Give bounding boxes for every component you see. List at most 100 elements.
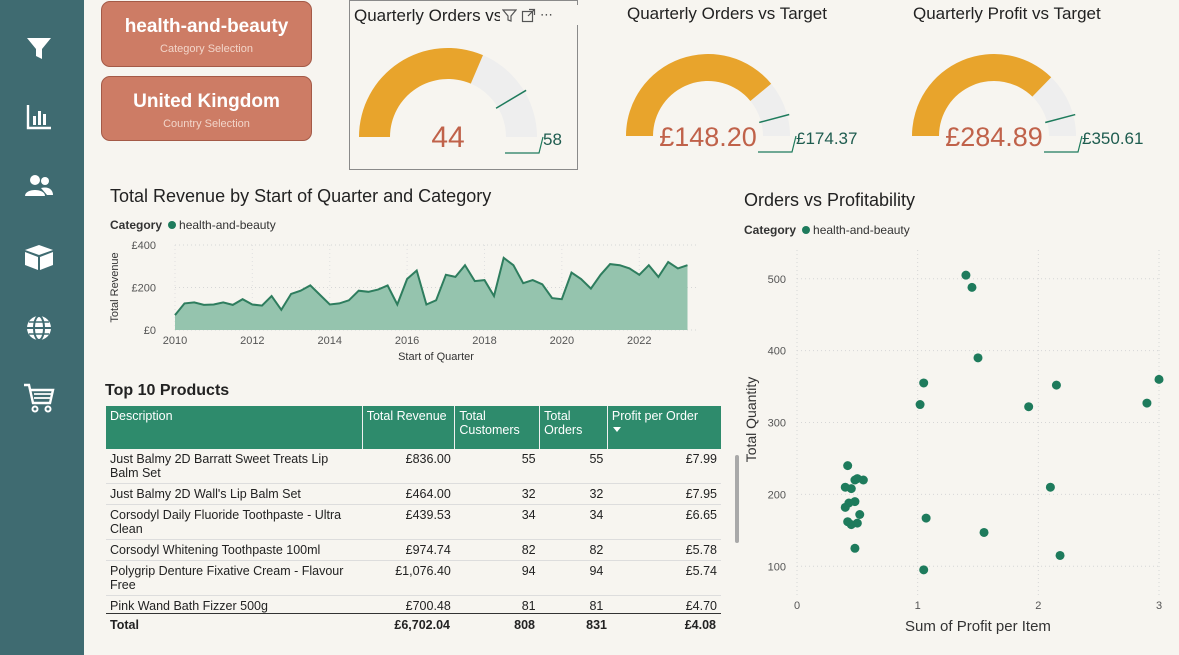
gauge-profit: £284.89 £350.61 <box>912 54 1143 153</box>
scatter-point[interactable] <box>855 510 865 519</box>
table-row[interactable]: Just Balmy 2D Wall's Lip Balm Set £464.00… <box>106 483 721 505</box>
scatter-point[interactable] <box>850 543 860 553</box>
gauge-fill <box>912 54 1052 136</box>
scatter-point[interactable] <box>967 282 977 292</box>
col-profit-per-order[interactable]: Profit per Order <box>607 406 721 449</box>
sort-down-icon[interactable] <box>612 424 622 434</box>
col-total-revenue[interactable]: Total Revenue <box>362 406 456 449</box>
gauge-revenue: £148.20 £174.37 <box>626 54 857 153</box>
gauge-revenue-title: Quarterly Orders vs Target <box>627 4 827 23</box>
legend-title: Category <box>110 218 163 232</box>
scatter-point[interactable] <box>850 497 860 507</box>
gauge-target-label: £174.37 <box>796 129 857 148</box>
x-tick-label: 1 <box>915 600 921 612</box>
gauge-fill <box>359 48 483 138</box>
cell-customers: 34 <box>454 504 540 540</box>
col-description[interactable]: Description <box>106 406 363 449</box>
cell-orders: 55 <box>539 449 608 484</box>
cell-description: Just Balmy 2D Wall's Lip Balm Set <box>106 483 363 505</box>
table-row[interactable]: Pink Wand Bath Fizzer 500g £700.48 81 81 £4.… <box>106 595 721 617</box>
total-customers: 808 <box>514 618 535 632</box>
sidebar-nav <box>0 0 84 655</box>
cell-profit: £5.74 <box>607 560 721 596</box>
y-tick-label: 200 <box>768 489 786 501</box>
scatter-point[interactable] <box>1154 374 1164 384</box>
more-options-icon[interactable]: ⋯ <box>540 7 553 22</box>
cell-customers: 32 <box>454 483 540 505</box>
table-row[interactable]: Just Balmy 2D Barratt Sweet Treats Lip B… <box>106 449 721 484</box>
cell-orders: 82 <box>539 539 608 561</box>
country-slicer[interactable]: United Kingdom Country Selection <box>101 76 312 141</box>
scatter-chart[interactable]: 100 200 300 400 500 0 1 2 3 Sum of Profit per Ite… <box>738 240 1174 640</box>
gauge-value: £284.89 <box>945 122 1043 152</box>
scatter-point[interactable] <box>846 484 856 494</box>
col-total-orders[interactable]: Total Orders <box>539 406 608 449</box>
gauge-value: £148.20 <box>659 122 757 152</box>
cell-revenue: £700.48 <box>362 595 455 617</box>
bar-chart-icon[interactable] <box>20 100 58 134</box>
country-slicer-label: Country Selection <box>163 118 250 130</box>
scatter-point[interactable] <box>961 270 971 280</box>
filter-icon[interactable] <box>20 31 58 65</box>
total-revenue: £6,702.04 <box>394 618 450 632</box>
x-tick-label: 0 <box>794 600 800 612</box>
cart-icon[interactable] <box>20 381 58 415</box>
revenue-chart-legend: Category health-and-beauty <box>110 218 276 232</box>
legend-dot <box>168 221 177 229</box>
gauge-profit-title: Quarterly Profit vs Target <box>913 4 1101 23</box>
scatter-point[interactable] <box>919 565 929 575</box>
scatter-point[interactable] <box>915 400 925 410</box>
legend-item[interactable]: health-and-beauty <box>179 218 276 232</box>
scatter-chart-legend: Category health-and-beauty <box>744 223 910 237</box>
scatter-point[interactable] <box>858 475 868 485</box>
scatter-point[interactable] <box>1051 380 1061 390</box>
scatter-point[interactable] <box>919 378 929 388</box>
box-icon[interactable] <box>20 240 58 274</box>
table-row[interactable]: Corsodyl Daily Fluoride Toothpaste - Ult… <box>106 504 721 540</box>
y-tick-label: £400 <box>132 240 156 252</box>
cell-orders: 32 <box>539 483 608 505</box>
category-slicer[interactable]: health-and-beauty Category Selection <box>101 1 312 67</box>
filter-icon[interactable] <box>502 8 517 23</box>
scatter-point[interactable] <box>979 527 989 537</box>
cell-orders: 94 <box>539 560 608 596</box>
globe-icon[interactable] <box>20 311 58 345</box>
area-fill <box>175 257 688 330</box>
legend-item[interactable]: health-and-beauty <box>813 223 910 237</box>
scatter-point[interactable] <box>973 353 983 363</box>
top-products-title: Top 10 Products <box>105 382 230 399</box>
scatter-point[interactable] <box>921 513 931 523</box>
table-row[interactable]: Polygrip Denture Fixative Cream - Flavou… <box>106 560 721 596</box>
x-axis-title: Sum of Profit per Item <box>905 618 1051 635</box>
x-axis-title: Start of Quarter <box>398 351 474 363</box>
x-tick-label: 2 <box>1035 600 1041 612</box>
revenue-area-chart[interactable]: £0 £200 £400 2010 2012 2014 2016 2018 2020 2022 St… <box>104 232 714 372</box>
gauge-orders-card[interactable]: Quarterly Orders vs Target ⋯ 44 58 <box>349 0 578 170</box>
scatter-point[interactable] <box>1055 550 1065 560</box>
x-tick-label: 2014 <box>318 335 342 347</box>
users-icon[interactable] <box>20 169 58 203</box>
series-line[interactable] <box>174 256 688 316</box>
scatter-point[interactable] <box>1024 402 1034 412</box>
total-profit: £4.08 <box>684 618 716 632</box>
gauge-profit-card[interactable]: £284.89 £350.61 <box>889 0 1169 168</box>
x-tick-label: 2016 <box>395 335 419 347</box>
gauge-revenue-card[interactable]: £148.20 £174.37 <box>603 0 883 168</box>
scatter-point[interactable] <box>1045 482 1055 492</box>
scatter-point[interactable] <box>850 475 860 485</box>
table-scrollbar[interactable] <box>735 455 739 543</box>
focus-mode-icon[interactable] <box>521 8 536 23</box>
scatter-point[interactable] <box>843 461 853 471</box>
cell-customers: 94 <box>454 560 540 596</box>
scatter-point[interactable] <box>852 518 862 528</box>
cell-profit: £7.99 <box>607 449 721 484</box>
top-products-table[interactable]: Description Total Revenue Total Customer… <box>106 406 721 632</box>
cell-customers: 82 <box>454 539 540 561</box>
scatter-point[interactable] <box>840 502 850 512</box>
cell-description: Corsodyl Whitening Toothpaste 100ml <box>106 539 363 561</box>
table-row[interactable]: Corsodyl Whitening Toothpaste 100ml £974.… <box>106 539 721 561</box>
scatter-point[interactable] <box>1142 398 1152 408</box>
y-axis-title: Total Quantity <box>743 377 759 463</box>
x-tick-label: 3 <box>1156 600 1162 612</box>
col-total-customers[interactable]: Total Customers <box>454 406 541 449</box>
